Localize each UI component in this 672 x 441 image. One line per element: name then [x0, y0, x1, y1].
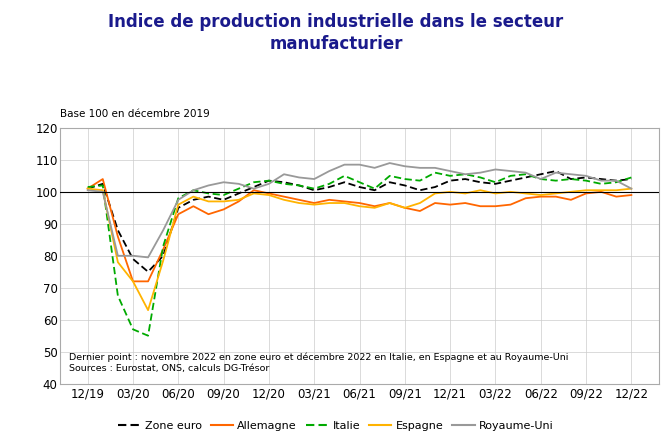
Legend: Zone euro, Allemagne, Italie, Espagne, Royaume-Uni: Zone euro, Allemagne, Italie, Espagne, R… [114, 417, 558, 435]
Text: Dernier point : novembre 2022 en zone euro et décembre 2022 en Italie, en Espagn: Dernier point : novembre 2022 en zone eu… [69, 352, 569, 374]
Text: Indice de production industrielle dans le secteur
manufacturier: Indice de production industrielle dans l… [108, 13, 564, 53]
Text: Base 100 en décembre 2019: Base 100 en décembre 2019 [60, 109, 210, 119]
